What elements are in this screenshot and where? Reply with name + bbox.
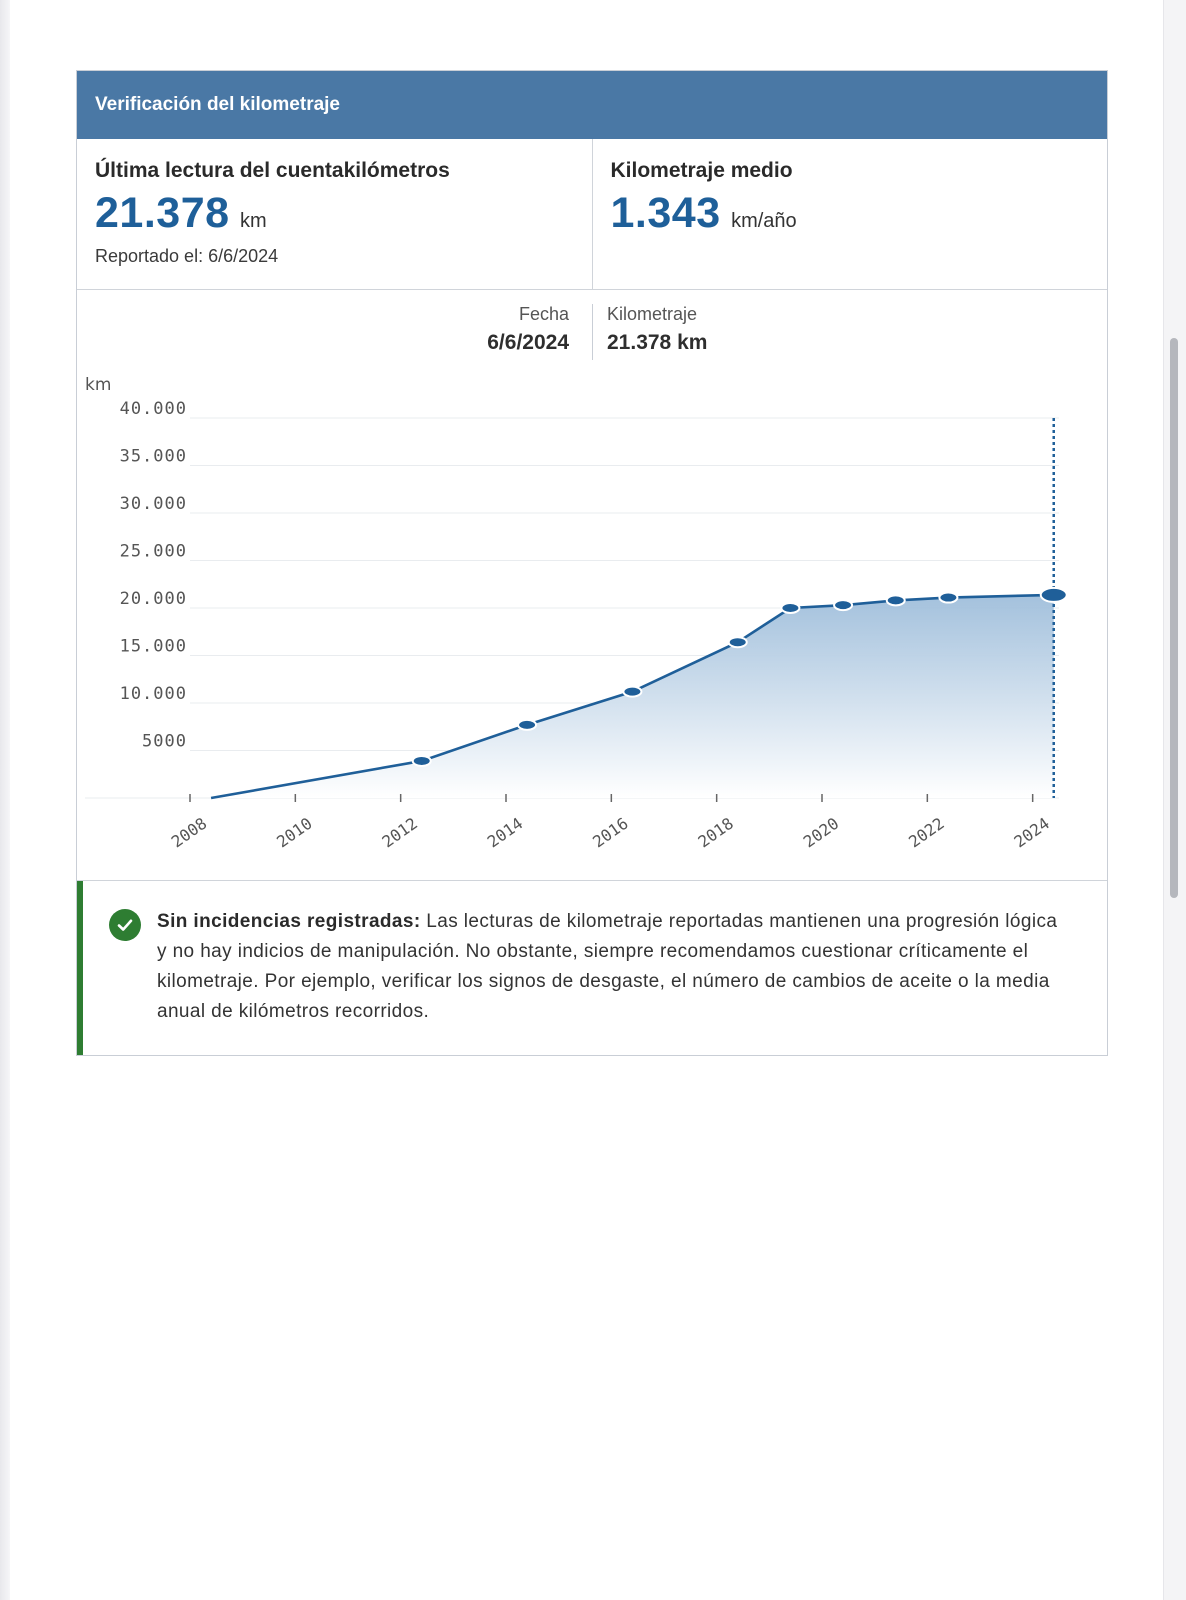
tooltip-separator xyxy=(592,304,593,360)
last-reading-value: 21.378 xyxy=(95,189,230,237)
mileage-chart-area[interactable]: km 40.000 35.000 30.000 25.000 20.000 15.000 10… xyxy=(77,290,1107,881)
y-tick-label: 5000 xyxy=(142,732,187,752)
series-line xyxy=(210,593,1054,800)
highlight-marker xyxy=(1039,586,1068,603)
data-point xyxy=(780,602,801,614)
x-tick-label: 2008 xyxy=(168,814,210,852)
x-tick-label: 2016 xyxy=(589,814,631,852)
data-point xyxy=(622,685,643,698)
x-tick-label: 2024 xyxy=(1011,814,1053,852)
last-reading-unit: km xyxy=(239,210,267,232)
y-tick-label: 40.000 xyxy=(120,399,187,419)
average-mileage-title: Kilometraje medio xyxy=(610,159,793,182)
tooltip-mileage-label: Kilometraje xyxy=(607,304,698,324)
y-axis-unit-label: km xyxy=(85,375,111,395)
mileage-verification-card: Verificación del kilometraje Última lect… xyxy=(76,70,1108,1056)
y-tick-label: 15.000 xyxy=(120,637,187,657)
data-point xyxy=(938,591,959,604)
stats-row: Última lectura del cuentakilómetros 21.3… xyxy=(77,139,1107,290)
tooltip-date: Fecha 6/6/2024 xyxy=(487,304,569,355)
y-tick-label: 30.000 xyxy=(120,494,187,514)
card-header: Verificación del kilometraje xyxy=(77,71,1107,139)
chart-tooltip: Fecha 6/6/2024 Kilometraje 21.378 km xyxy=(77,304,1107,366)
last-reading-panel: Última lectura del cuentakilómetros 21.3… xyxy=(77,139,592,289)
y-tick-label: 20.000 xyxy=(120,589,187,609)
x-tick-label: 2020 xyxy=(800,814,842,852)
tooltip-date-label: Fecha xyxy=(518,304,569,324)
mileage-chart[interactable]: km 40.000 35.000 30.000 25.000 20.000 15.000 10… xyxy=(77,290,1107,880)
scrollbar-thumb[interactable] xyxy=(1170,338,1178,898)
data-point xyxy=(885,594,906,607)
notice-body: Las lecturas de kilometraje reportadas m… xyxy=(157,911,1058,1022)
reported-date: Reportado el: 6/6/2024 xyxy=(95,246,279,266)
data-point xyxy=(411,754,432,767)
x-tick-label: 2014 xyxy=(484,814,526,852)
average-mileage-value: 1.343 xyxy=(610,189,721,237)
x-tick-label: 2010 xyxy=(273,814,315,852)
check-circle-icon xyxy=(109,909,141,941)
notice-text: Sin incidencias registradas: Las lectura… xyxy=(157,907,1067,1027)
tooltip-mileage: Kilometraje 21.378 km xyxy=(607,304,707,355)
average-mileage-unit: km/año xyxy=(731,210,797,232)
y-tick-label: 35.000 xyxy=(120,447,187,467)
tooltip-mileage-value: 21.378 km xyxy=(607,331,708,354)
x-tick-label: 2012 xyxy=(379,814,421,852)
x-tick-label: 2022 xyxy=(905,814,947,852)
data-point xyxy=(517,718,538,731)
scrollbar-track[interactable] xyxy=(1163,0,1186,1600)
page-left-edge xyxy=(0,0,10,1600)
y-tick-label: 25.000 xyxy=(120,542,187,562)
data-point xyxy=(833,599,854,612)
data-point xyxy=(727,636,748,649)
y-tick-label: 10.000 xyxy=(120,684,187,704)
tooltip-date-value: 6/6/2024 xyxy=(487,331,569,354)
average-mileage-panel: Kilometraje medio 1.343 km/año xyxy=(591,139,1108,289)
status-notice: Sin incidencias registradas: Las lectura… xyxy=(77,881,1107,1055)
notice-title: Sin incidencias registradas: xyxy=(157,911,421,932)
last-reading-value-line: 21.378 km xyxy=(95,189,574,238)
last-reading-title: Última lectura del cuentakilómetros xyxy=(95,159,450,182)
average-mileage-value-line: 1.343 km/año xyxy=(611,189,1090,238)
x-tick-label: 2018 xyxy=(695,814,737,852)
